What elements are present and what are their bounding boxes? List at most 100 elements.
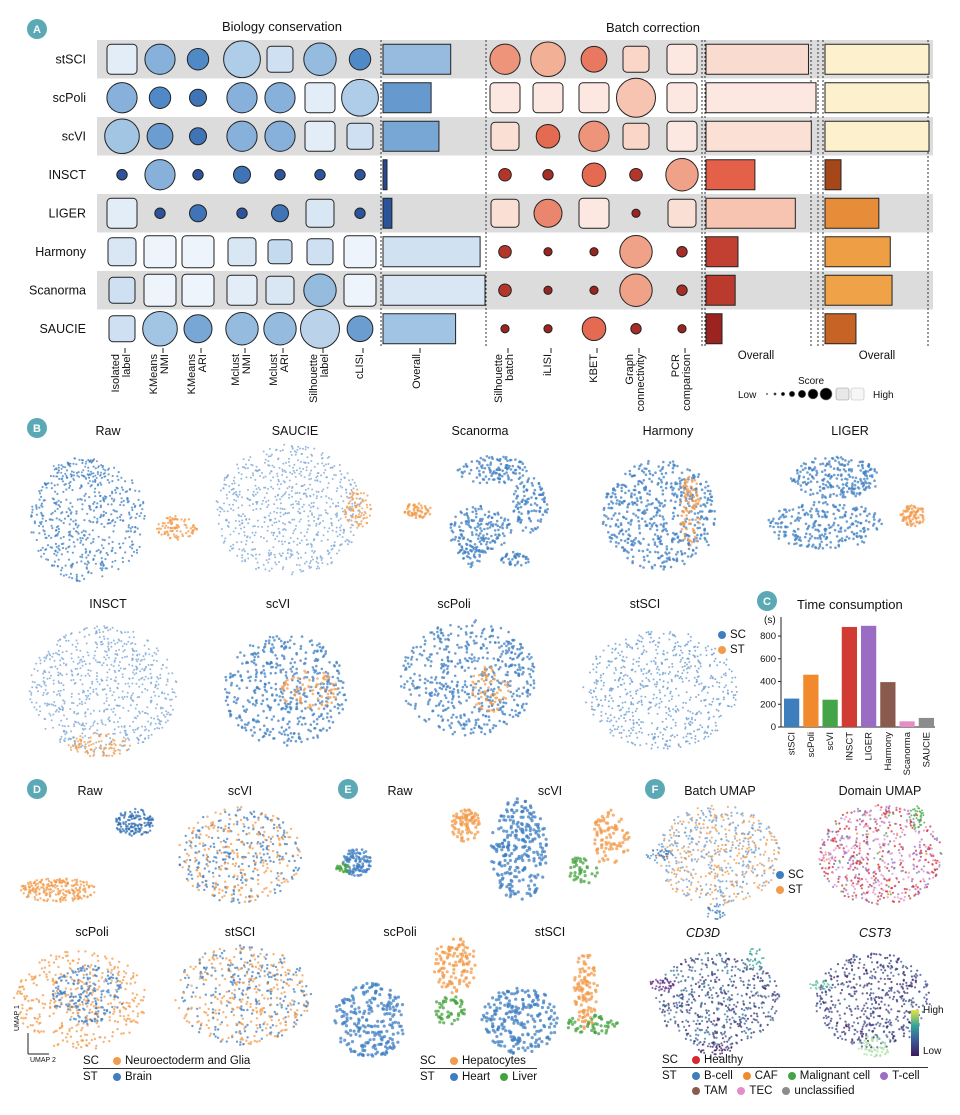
umap-b-scpoli-pt [449, 632, 453, 636]
umap-b-raw-pt [83, 519, 86, 522]
umap-b-saucie-pt [240, 527, 242, 530]
bio-score-scvi-1 [146, 122, 174, 150]
umap-b-scpoli-pt [447, 634, 450, 637]
umap-b-raw-pt [120, 497, 123, 500]
umap-b-liger-pt [835, 455, 839, 459]
umap-b-liger-pt [816, 512, 820, 516]
umap-b-raw-pt [101, 575, 104, 578]
batch-score-scanorma-0 [498, 283, 512, 298]
umap-b-liger-pt [906, 509, 909, 513]
umap-b-insct-pt [57, 674, 60, 677]
umap-b-scvi-pt [263, 645, 267, 648]
umap-b-insct-pt [139, 712, 141, 715]
umap-b-scvi-pt [299, 659, 302, 662]
umap-b-raw-pt [157, 523, 160, 526]
umap-b-insct-pt [149, 668, 152, 671]
umap-b-raw-pt [169, 529, 172, 533]
umap-b-scvi-pt [337, 711, 341, 715]
umap-b-scvi-pt [270, 648, 273, 652]
umap-b-insct-pt [131, 642, 134, 644]
umap-b-scvi-pt [290, 635, 293, 639]
batch-metric-label-0-line0: Silhouette [493, 354, 505, 403]
umap-b-insct-pt [124, 731, 127, 734]
umap-b-insct-pt [131, 677, 134, 680]
umap-b-liger-pt [801, 468, 805, 472]
umap-b-saucie-pt [354, 520, 357, 523]
umap-b-scanorma-pt [491, 478, 495, 481]
bio-score-harmony-3 [227, 237, 257, 267]
umap-b-saucie-pt [271, 464, 274, 467]
umap-b-scvi-pt [232, 700, 236, 704]
umap-b-scpoli-pt [487, 689, 490, 692]
umap-b-scvi-pt [300, 740, 303, 744]
umap-b-insct-pt [46, 704, 48, 707]
umap-b-insct-pt [42, 691, 45, 694]
umap-b-raw-pt [100, 471, 102, 474]
umap-b-liger-pt [797, 475, 801, 479]
umap-b-saucie-pt [308, 478, 311, 481]
umap-b-raw-pt [40, 502, 44, 505]
umap-b-scpoli-pt [508, 713, 512, 717]
umap-b-harmony-pt [696, 516, 699, 519]
umap-b-saucie-pt [316, 557, 319, 560]
umap-b-insct-pt [79, 667, 82, 670]
umap-b-scvi-pt [224, 675, 227, 679]
umap-b-scanorma-pt [453, 522, 457, 526]
umap-b-raw-pt [87, 466, 90, 469]
umap-b-harmony-pt [657, 477, 661, 480]
umap-b-saucie-pt [270, 485, 273, 488]
umap-b-insct-pt [63, 740, 66, 743]
umap-b-scvi-pt [336, 707, 340, 710]
umap-b-liger-pt [771, 519, 774, 523]
umap-b-scvi-pt [304, 657, 308, 660]
umap-b-harmony-pt [705, 501, 709, 505]
umap-b-harmony-pt [698, 499, 701, 502]
umap-b-liger-pt [821, 515, 824, 519]
umap-b-raw-pt [102, 496, 105, 499]
bio-score-saucie-5 [300, 308, 340, 349]
umap-b-insct-pt [106, 708, 109, 711]
umap-b-insct-pt [102, 635, 105, 638]
umap-b-harmony-pt [648, 522, 652, 525]
umap-b-scanorma-pt [478, 519, 482, 523]
umap-b-raw-pt [60, 512, 63, 515]
umap-b-scpoli-pt [446, 667, 449, 671]
umap-b-scanorma-pt [525, 489, 529, 492]
umap-b-insct-pt [124, 729, 127, 732]
umap-b-raw-pt [67, 507, 70, 510]
umap-b-saucie-pt [351, 478, 354, 481]
umap-b-scvi-pt [293, 642, 296, 646]
umap-b-saucie-pt [297, 445, 300, 448]
umap-b-raw-pt [69, 480, 72, 483]
umap-b-insct-pt [128, 739, 131, 741]
umap-b-insct-pt [135, 672, 138, 675]
bio-score-liger-5 [305, 198, 335, 228]
umap-b-scanorma-pt [480, 519, 484, 523]
umap-b-harmony-pt [649, 503, 653, 506]
umap-b-raw-pt [83, 577, 86, 581]
umap-b-scvi-pt [320, 681, 324, 685]
umap-b-insct-pt [69, 633, 72, 635]
method-label-insct: INSCT [49, 168, 87, 182]
umap-b-saucie-pt [232, 503, 234, 506]
umap-b-saucie-pt [237, 467, 240, 470]
umap-b-saucie-pt [270, 531, 273, 534]
method-label-stsci: stSCI [55, 52, 86, 66]
umap-b-saucie-pt [279, 515, 282, 518]
umap-b-liger-pt [823, 469, 827, 472]
umap-b-scvi-pt [224, 688, 227, 691]
umap-b-harmony-pt [691, 553, 694, 556]
umap-b-harmony-pt [713, 517, 717, 521]
umap-b-saucie-pt [333, 541, 336, 544]
umap-b-liger-pt [866, 477, 869, 480]
umap-b-scpoli-pt [439, 631, 443, 635]
umap-b-raw-pt [35, 507, 38, 510]
umap-b-insct-pt [76, 642, 79, 645]
umap-b-saucie-pt [307, 543, 310, 546]
umap-b-saucie-pt [304, 445, 307, 448]
umap-b-insct-pt [98, 636, 101, 639]
umap-b-saucie-pt [240, 541, 243, 543]
umap-b-insct-pt [126, 655, 129, 658]
umap-b-raw-pt [60, 467, 63, 470]
umap-b-insct-pt [125, 643, 128, 646]
